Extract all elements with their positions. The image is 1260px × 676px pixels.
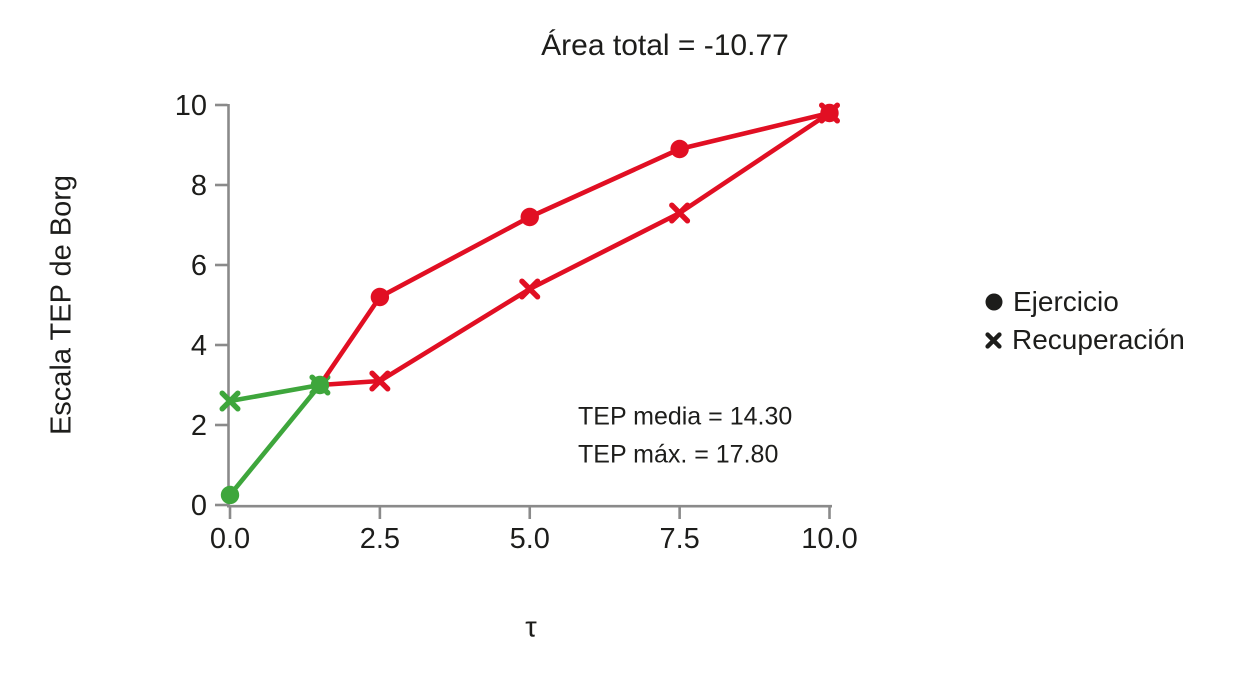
marker-circle (220, 485, 240, 505)
marker-x (519, 278, 541, 300)
line-segment (227, 382, 323, 498)
marker-x (369, 370, 391, 392)
line-segment (317, 378, 383, 388)
x-tick-label: 10.0 (801, 523, 857, 555)
marker-circle (820, 103, 839, 123)
line-segment (317, 294, 383, 388)
marker-circle (370, 287, 390, 307)
y-tick-label: 4 (191, 330, 207, 362)
y-tick-label: 0 (191, 490, 207, 522)
line-segment (677, 110, 832, 216)
line-segment (377, 214, 533, 300)
marker-x (219, 390, 241, 412)
y-tick-label: 2 (191, 410, 207, 442)
x-axis-label: τ (525, 611, 537, 644)
line-segment (377, 286, 533, 384)
line-segment (227, 382, 323, 404)
legend-item-recuperacion: Recuperación (984, 321, 1185, 359)
series-recuperacion (219, 102, 840, 412)
y-tick-label: 8 (191, 170, 207, 202)
legend-item-ejercicio: Ejercicio (984, 283, 1185, 321)
series-ejercicio (220, 103, 839, 505)
line-segment (527, 146, 682, 220)
legend-label-ejercicio: Ejercicio (1013, 286, 1119, 317)
annotation-tep-media: TEP media = 14.30 (578, 402, 793, 431)
marker-x (669, 202, 691, 224)
x-tick-label: 0.0 (210, 523, 250, 555)
legend-label-recuperacion: Recuperación (1012, 324, 1185, 355)
line-segment (677, 110, 832, 152)
annotation-tep-max: TEP máx. = 17.80 (578, 440, 779, 469)
chart-title: Área total = -10.77 (541, 29, 789, 62)
axes: 0 2 4 6 8 10 0.0 2.5 5.0 7.5 10.0 (175, 90, 858, 555)
x-tick-label: 2.5 (360, 523, 400, 555)
x-tick-label: 5.0 (510, 523, 550, 555)
marker-circle (520, 207, 539, 227)
circle-marker-icon (985, 293, 1003, 311)
marker-circle (670, 139, 689, 159)
legend: Ejercicio Recuperación (984, 283, 1185, 359)
line-segment (527, 210, 682, 292)
x-marker-icon (985, 331, 1002, 349)
y-tick-label: 10 (175, 90, 207, 122)
marker-circle (310, 375, 330, 395)
y-tick-label: 6 (191, 250, 207, 282)
x-tick-label: 7.5 (659, 523, 699, 555)
